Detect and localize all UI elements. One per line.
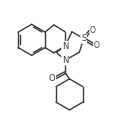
Text: O: O — [90, 26, 96, 35]
Text: O: O — [49, 74, 55, 83]
Text: N: N — [62, 41, 68, 51]
Text: O: O — [94, 41, 100, 50]
Text: S: S — [81, 34, 86, 43]
Text: N: N — [62, 56, 68, 65]
